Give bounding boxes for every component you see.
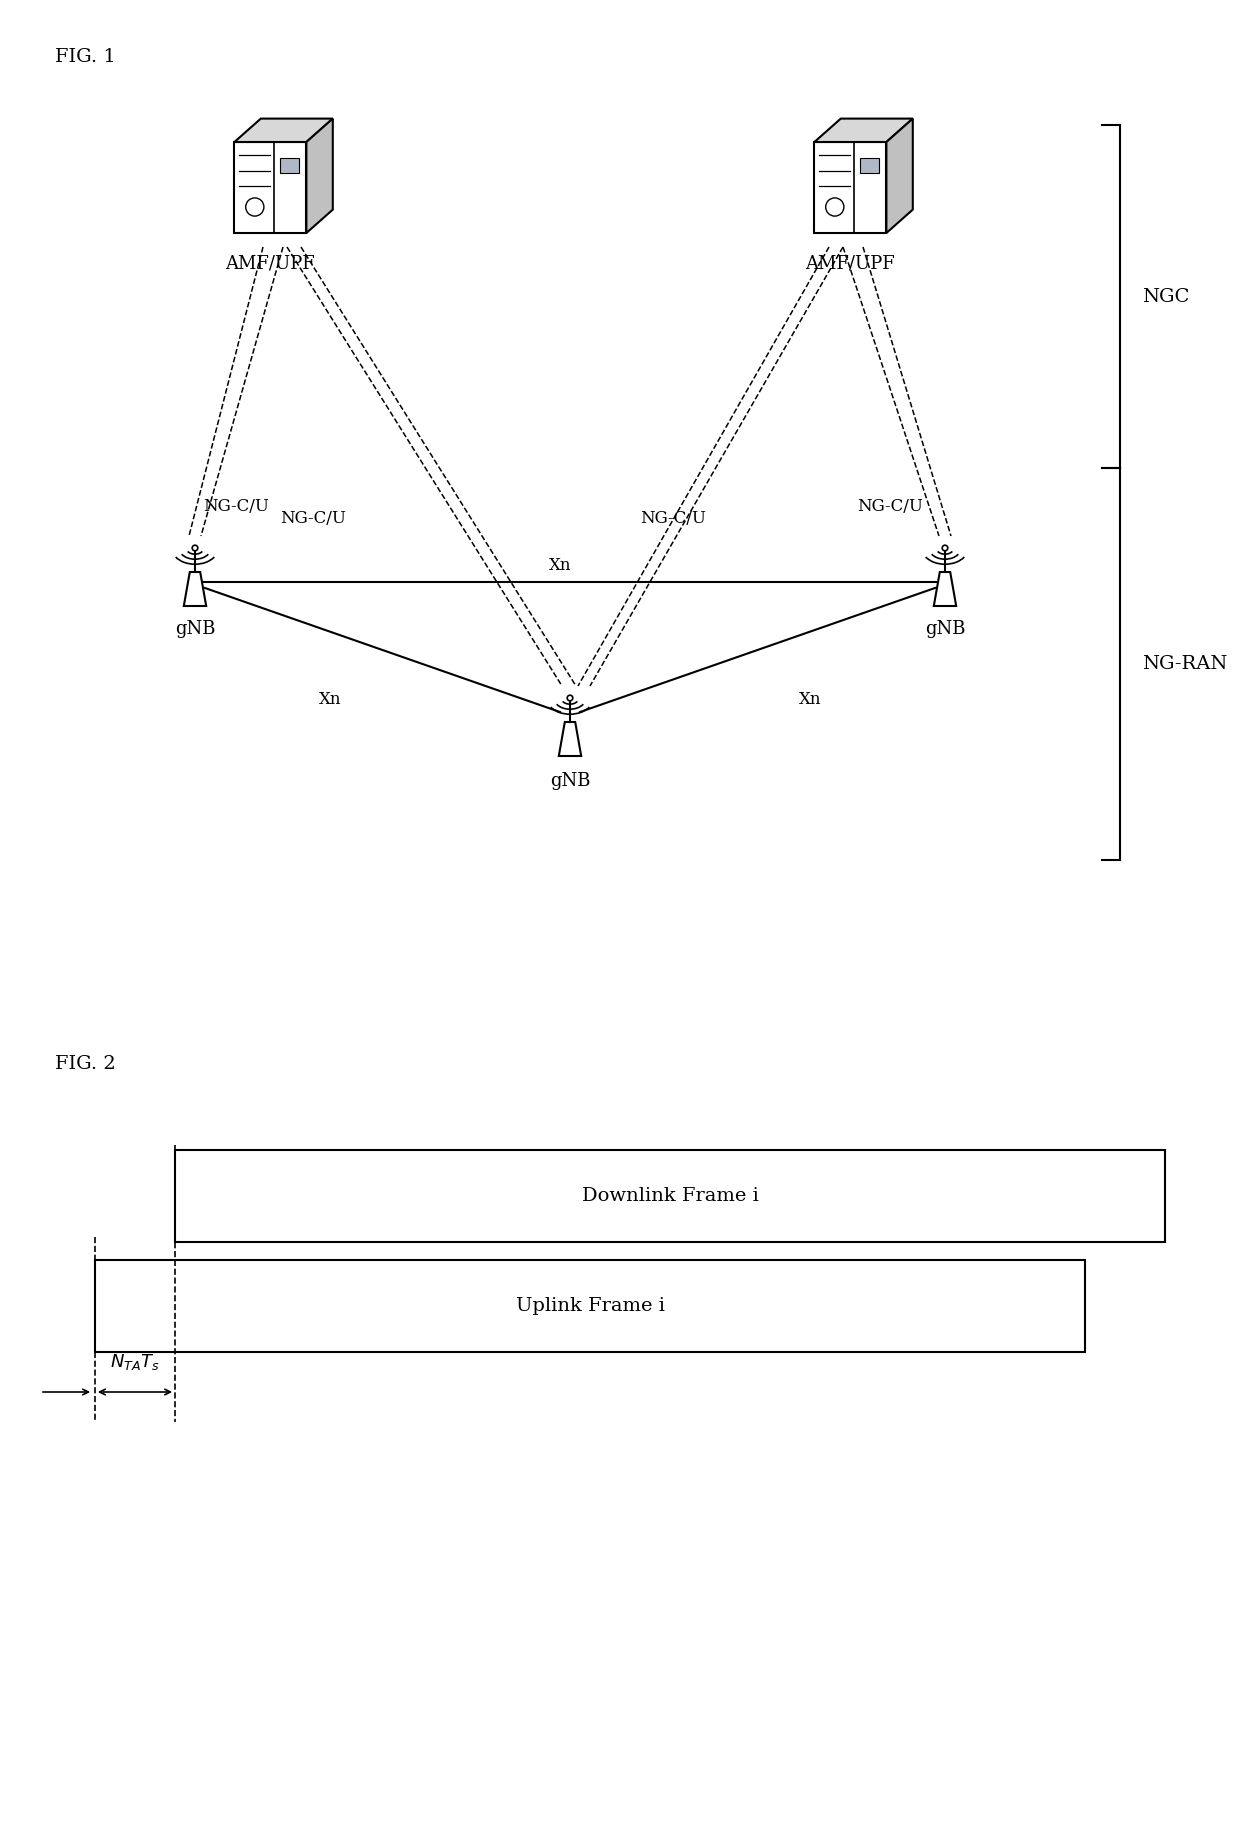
FancyBboxPatch shape xyxy=(95,1261,1085,1353)
Text: gNB: gNB xyxy=(549,772,590,790)
Polygon shape xyxy=(815,142,887,233)
FancyBboxPatch shape xyxy=(175,1151,1166,1242)
Text: NGC: NGC xyxy=(1142,287,1189,305)
Polygon shape xyxy=(184,572,206,607)
Text: Uplink Frame i: Uplink Frame i xyxy=(516,1298,665,1314)
Text: AMF/UPF: AMF/UPF xyxy=(226,255,315,274)
Circle shape xyxy=(246,199,264,217)
Polygon shape xyxy=(934,572,956,607)
Circle shape xyxy=(826,199,844,217)
Circle shape xyxy=(567,695,573,700)
Circle shape xyxy=(942,546,947,551)
Polygon shape xyxy=(306,119,332,233)
Text: FIG. 2: FIG. 2 xyxy=(55,1055,115,1073)
Text: Xn: Xn xyxy=(549,557,572,573)
Text: AMF/UPF: AMF/UPF xyxy=(805,255,895,274)
Text: NG-RAN: NG-RAN xyxy=(1142,654,1228,673)
Text: NG-C/U: NG-C/U xyxy=(203,498,269,515)
Polygon shape xyxy=(559,722,582,755)
FancyBboxPatch shape xyxy=(861,158,879,173)
Text: Xn: Xn xyxy=(319,691,341,708)
Text: gNB: gNB xyxy=(175,619,216,638)
Polygon shape xyxy=(815,119,913,142)
Text: NG-C/U: NG-C/U xyxy=(280,509,346,528)
Text: gNB: gNB xyxy=(925,619,965,638)
Text: $N_{TA}T_s$: $N_{TA}T_s$ xyxy=(110,1353,160,1371)
Polygon shape xyxy=(234,119,332,142)
Polygon shape xyxy=(887,119,913,233)
Polygon shape xyxy=(234,142,306,233)
Text: Xn: Xn xyxy=(799,691,821,708)
Text: Downlink Frame i: Downlink Frame i xyxy=(582,1187,759,1206)
Text: FIG. 1: FIG. 1 xyxy=(55,48,115,66)
Text: NG-C/U: NG-C/U xyxy=(857,498,923,515)
FancyBboxPatch shape xyxy=(280,158,299,173)
Text: NG-C/U: NG-C/U xyxy=(640,509,706,528)
Circle shape xyxy=(192,546,198,551)
